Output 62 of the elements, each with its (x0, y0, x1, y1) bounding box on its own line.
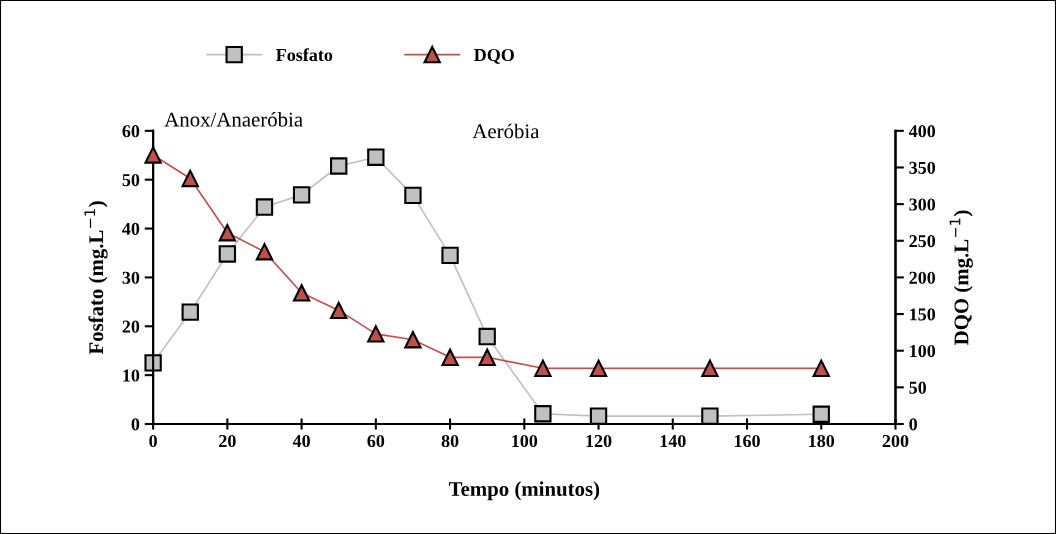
x-tick-label: 60 (367, 434, 385, 448)
y2-axis-title: DQO (mg.L$^{−1}$) (949, 210, 973, 345)
point (404, 186, 422, 205)
y2-tick-label: 400 (908, 125, 936, 138)
point (589, 407, 608, 425)
y-tick-label: 20 (122, 320, 140, 333)
y-tick-label: 0 (131, 418, 140, 431)
y2-tick-label: 100 (910, 344, 936, 358)
point (534, 359, 552, 377)
y-tick-label: 60 (122, 125, 140, 138)
point (144, 354, 162, 372)
point (292, 284, 311, 302)
x-tick-label: 80 (441, 434, 459, 448)
x-tick-label: 180 (809, 434, 835, 448)
y-tick-label: 10 (123, 369, 140, 382)
point (181, 303, 199, 321)
point (441, 348, 459, 366)
y2-tick-label: 200 (909, 271, 936, 284)
annotation: Aeróbia (472, 123, 540, 139)
point (812, 359, 830, 377)
point (218, 224, 237, 242)
y-tick-label: 30 (122, 271, 140, 284)
point (367, 148, 385, 166)
point (701, 407, 719, 425)
x-tick-label: 40 (292, 434, 310, 448)
y2-tick-label: 50 (909, 381, 927, 394)
point (478, 327, 496, 346)
point (441, 246, 459, 265)
point (478, 348, 496, 366)
x-tick-label: 200 (882, 434, 909, 448)
point (292, 186, 311, 204)
point (367, 325, 385, 343)
point (812, 405, 830, 423)
y-axis-title: Fosfato (mg.L$^{−1}$) (84, 201, 108, 355)
x-tick-label: 120 (586, 434, 612, 448)
x-tick-label: 140 (660, 434, 686, 448)
x-tick-label: 160 (734, 434, 760, 448)
point (218, 245, 237, 263)
point (144, 146, 162, 164)
x-tick-label: 100 (512, 434, 538, 448)
y-tick-label: 40 (122, 222, 140, 235)
point (255, 198, 274, 216)
y2-tick-label: 300 (909, 198, 936, 211)
y2-tick-label: 250 (909, 235, 936, 248)
point (181, 169, 199, 188)
x-tick-label: 20 (219, 434, 236, 448)
text: Anox/Anaeróbia (164, 111, 303, 127)
legend-label: Fosfato (276, 48, 333, 62)
point (589, 359, 608, 377)
point (330, 301, 348, 320)
point (404, 331, 422, 349)
point (330, 157, 348, 175)
legend-label: DQO (474, 48, 514, 64)
y-tick-label: 50 (122, 173, 140, 187)
x-axis-title: Tempo (minutos) (448, 481, 600, 501)
x-tick-label: 0 (149, 434, 157, 448)
y2-tick-label: 350 (909, 161, 936, 174)
y2-tick-label: 150 (910, 308, 936, 321)
y2-tick-label: 0 (909, 418, 918, 431)
point (534, 405, 552, 423)
point (701, 359, 719, 377)
point (255, 243, 274, 261)
